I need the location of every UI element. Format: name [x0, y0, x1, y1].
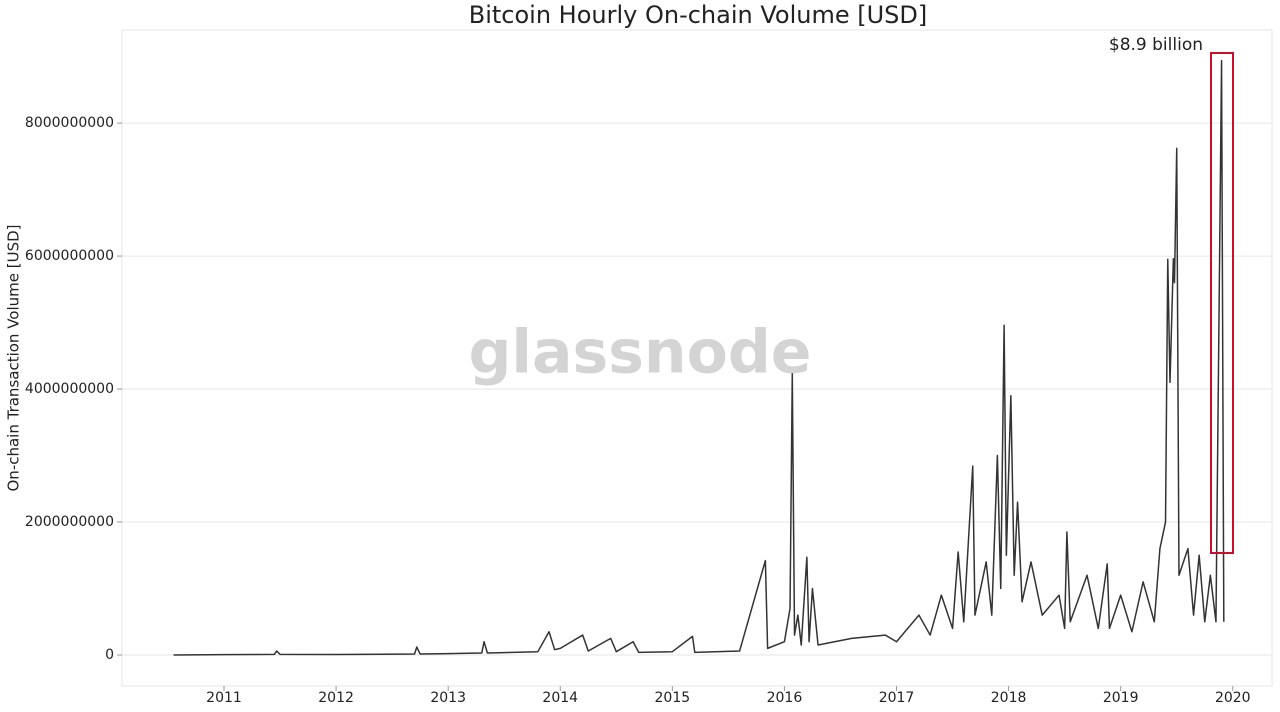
y-axis-label: On-chain Transaction Volume [USD]: [5, 224, 23, 491]
x-tick-label: 2017: [879, 690, 915, 706]
x-tick-label: 2011: [206, 690, 242, 706]
annotation: $8.9 billion: [1109, 35, 1203, 55]
y-tick-label: 4000000000: [25, 381, 114, 397]
y-tick-label: 8000000000: [25, 115, 114, 131]
x-tick-label: 2019: [1103, 690, 1139, 706]
chart-title: Bitcoin Hourly On-chain Volume [USD]: [469, 1, 928, 29]
y-tick-label: 2000000000: [25, 514, 114, 530]
x-tick-label: 2012: [318, 690, 354, 706]
x-tick-label: 2016: [767, 690, 803, 706]
plot-frame: [121, 29, 1273, 687]
highlight-box: [1210, 52, 1234, 554]
volume-line: [173, 59, 1225, 656]
watermark: glassnode: [468, 318, 811, 388]
x-tick-label: 2013: [430, 690, 466, 706]
y-tick-label: 0: [105, 647, 114, 663]
x-tick-label: 2018: [991, 690, 1027, 706]
x-tick-label: 2015: [655, 690, 691, 706]
x-tick-label: 2020: [1215, 690, 1251, 706]
y-tick-label: 6000000000: [25, 248, 114, 264]
x-tick-label: 2014: [542, 690, 578, 706]
